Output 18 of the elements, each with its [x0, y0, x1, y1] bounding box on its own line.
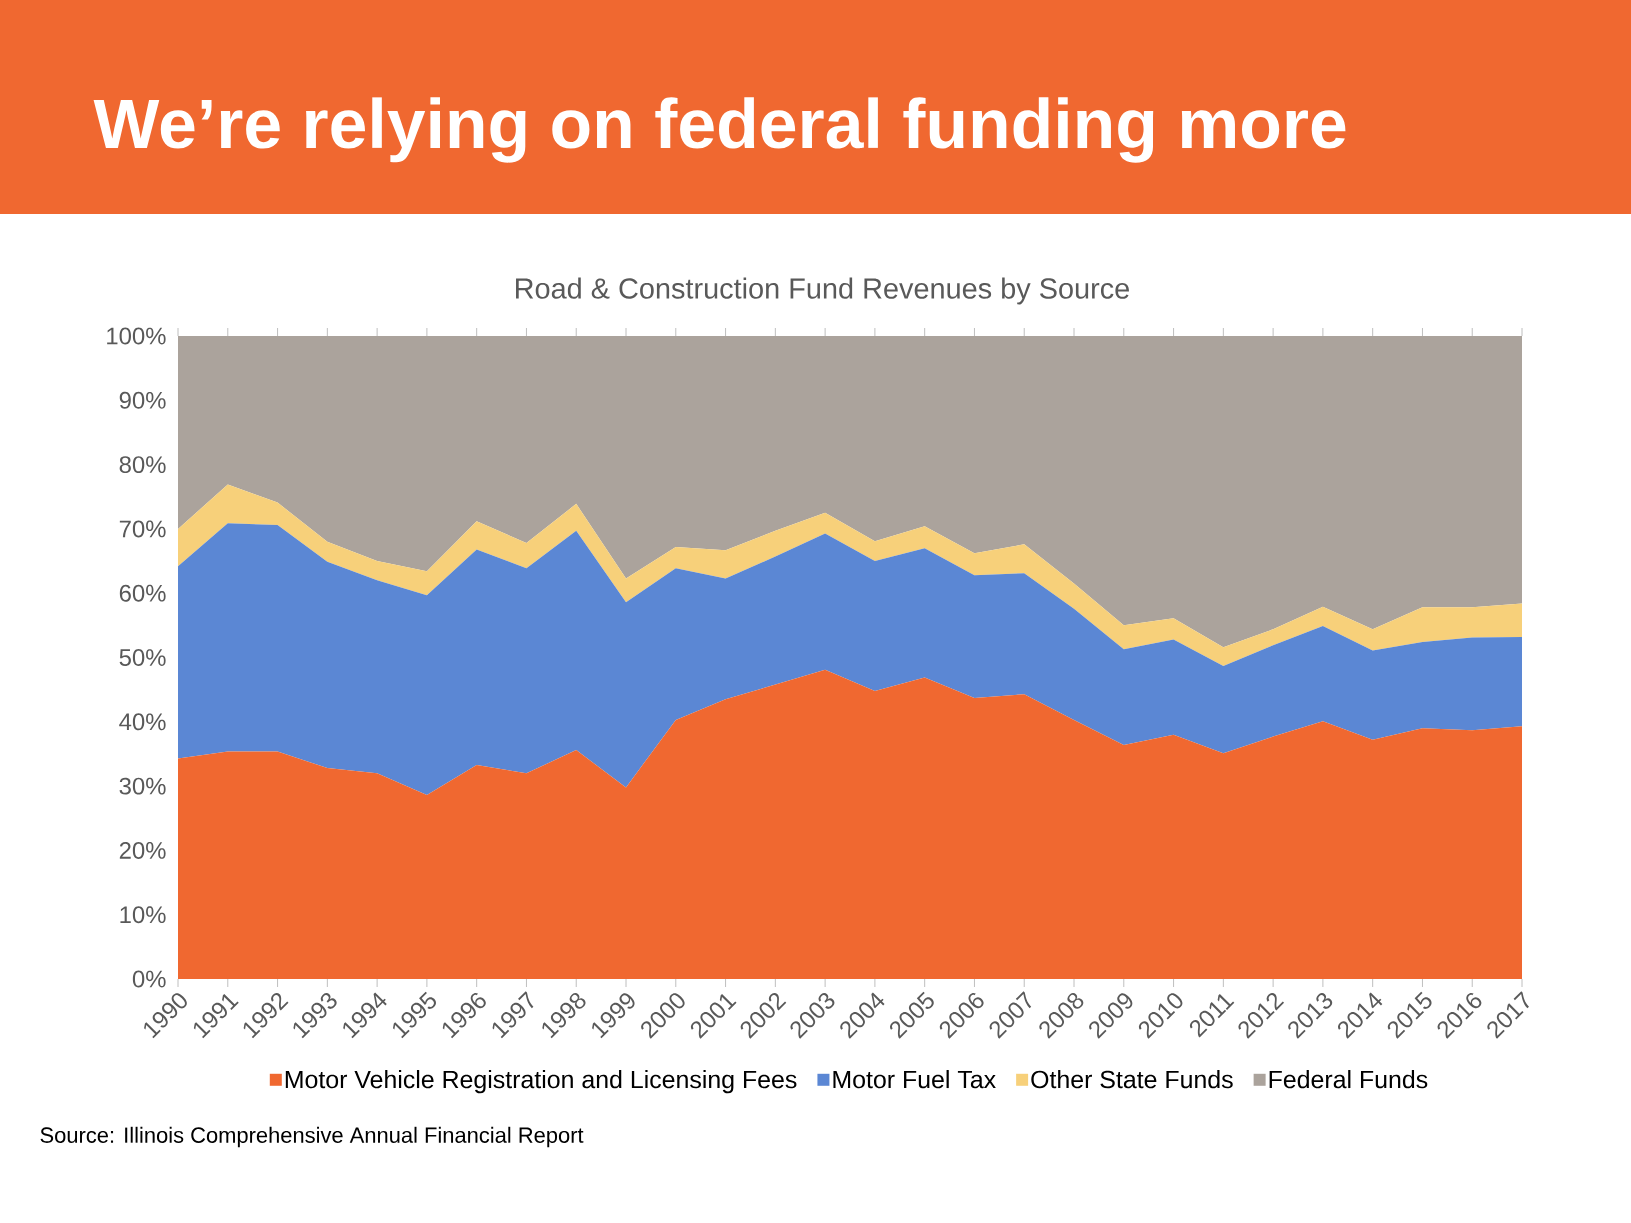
y-tick-label: 40%: [119, 713, 166, 731]
source-note: Source: Illinois Comprehensive Annual Financial Report: [40, 1126, 584, 1148]
legend-label: Federal Funds: [1269, 1070, 1428, 1089]
y-tick-label: 10%: [120, 906, 166, 924]
legend-label: Motor Vehicle Registration and Licensing Fees: [285, 1070, 797, 1094]
y-tick-label: 90%: [119, 391, 166, 409]
y-tick-label: 0%: [132, 970, 166, 988]
chart-title: We’re relying on federal funding more: [93, 97, 1346, 163]
y-tick-label: 80%: [119, 456, 166, 474]
y-tick-label: 50%: [119, 649, 166, 666]
legend-label: Other State Funds: [1031, 1070, 1233, 1089]
chart-subtitle: Road & Construction Fund Revenues by Source: [516, 277, 1129, 305]
legend-label: Motor Fuel Tax: [833, 1070, 996, 1089]
y-tick-label: 60%: [119, 584, 166, 602]
y-tick-label: 100%: [107, 327, 166, 345]
y-tick-label: 20%: [119, 841, 166, 859]
y-tick-label: 70%: [119, 520, 166, 538]
y-tick-label: 30%: [119, 777, 166, 795]
